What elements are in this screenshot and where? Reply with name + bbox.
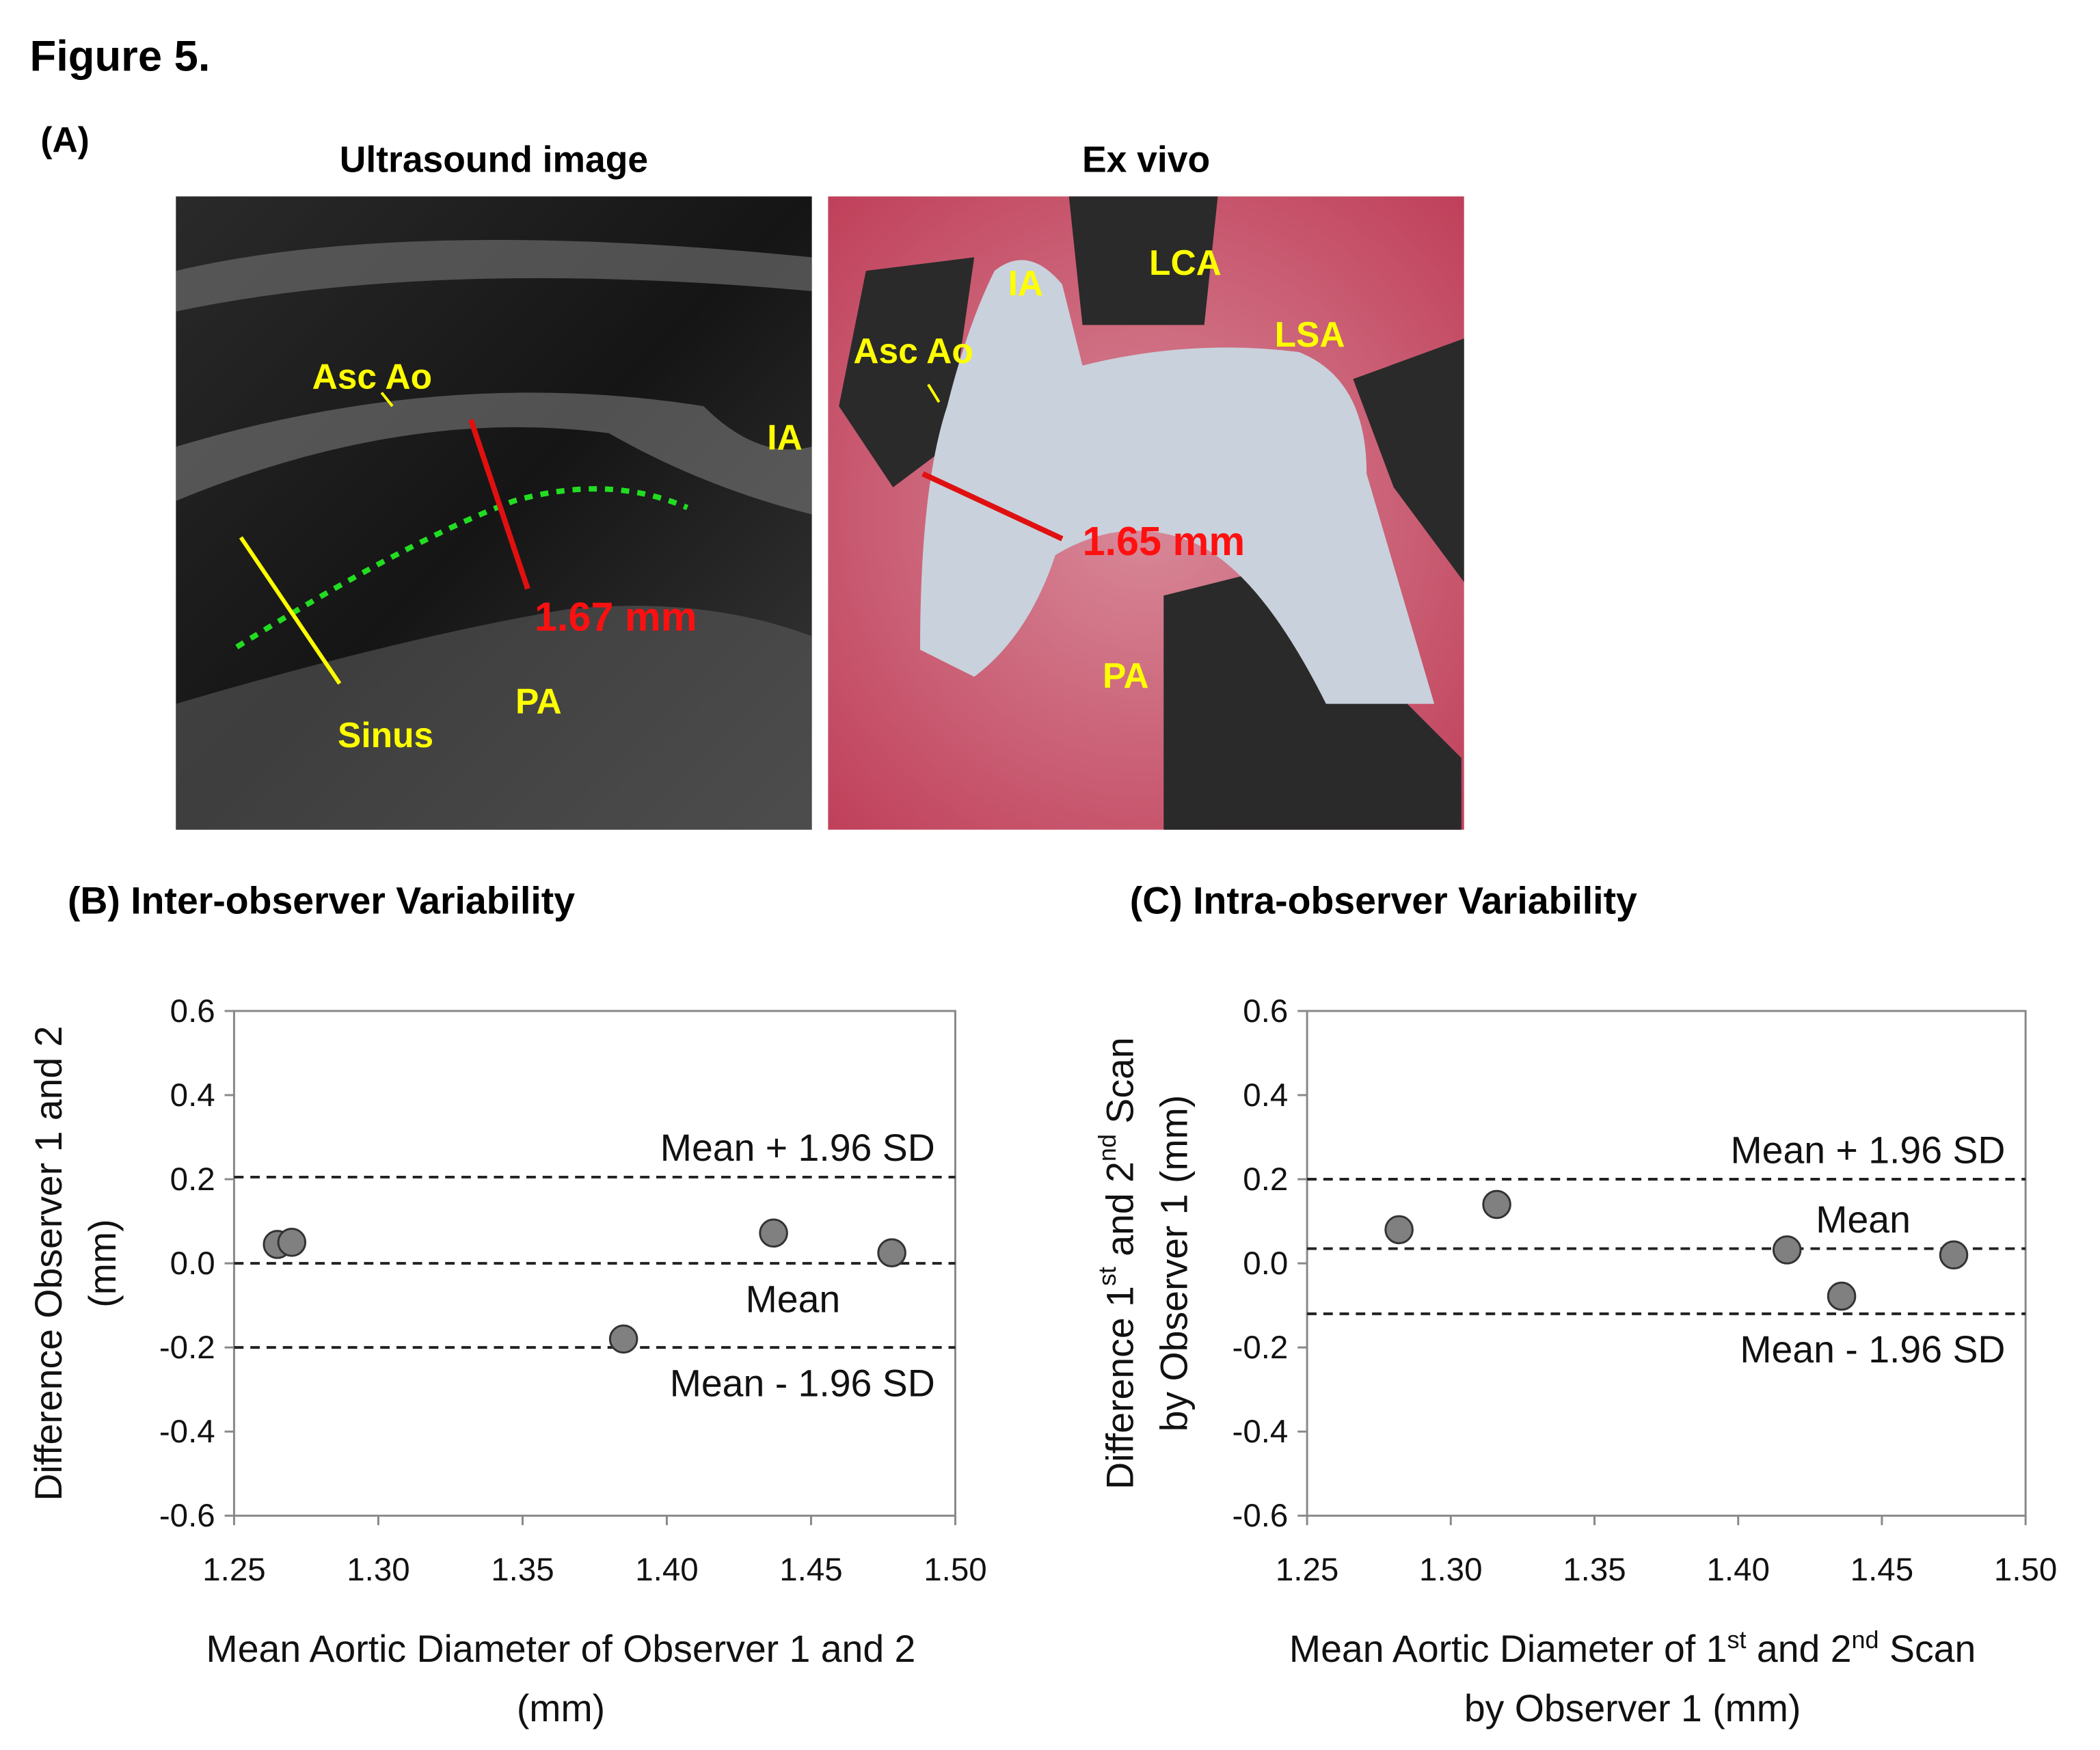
data-point — [759, 1218, 788, 1248]
y-axis-title: Difference Observer 1 and 2 — [27, 1026, 70, 1501]
image-label: Asc Ao — [312, 356, 432, 396]
image-label: PA — [515, 681, 562, 721]
x-tick-label: 1.40 — [1706, 1552, 1769, 1588]
reference-label: Mean — [746, 1278, 841, 1320]
data-point — [1939, 1240, 1969, 1270]
y-tick-label: 0.6 — [170, 993, 215, 1029]
y-tick-label: -0.6 — [1233, 1498, 1289, 1534]
y-tick-label: 0.4 — [1243, 1077, 1288, 1114]
panel-label: (A) — [40, 120, 89, 159]
x-axis-title: Mean Aortic Diameter of Observer 1 and 2 — [206, 1628, 916, 1670]
chart-title: (C) Intra-observer Variability — [1130, 879, 1637, 921]
x-tick-label: 1.35 — [491, 1552, 554, 1588]
y-tick-label: -0.4 — [1233, 1414, 1289, 1450]
image-label: LSA — [1275, 314, 1345, 354]
data-point — [608, 1324, 638, 1354]
data-point — [1772, 1235, 1802, 1265]
reference-label: Mean — [1816, 1198, 1911, 1241]
image-label: Sinus — [338, 715, 433, 755]
x-axis-title: by Observer 1 (mm) — [1464, 1687, 1801, 1729]
image-label: Asc Ao — [853, 331, 973, 371]
plot-frame — [1306, 1010, 2027, 1517]
x-axis-title: Mean Aortic Diameter of 1st and 2nd Scan — [1289, 1626, 1976, 1670]
x-tick-label: 1.45 — [779, 1552, 842, 1588]
x-tick-label: 1.30 — [1419, 1552, 1482, 1588]
reference-label: Mean - 1.96 SD — [1740, 1328, 2005, 1371]
data-point — [277, 1228, 307, 1257]
y-axis-title: by Observer 1 (mm) — [1153, 1095, 1196, 1432]
reference-label: Mean + 1.96 SD — [1730, 1129, 2005, 1171]
y-tick-label: 0.6 — [1243, 993, 1288, 1029]
measurement-label: 1.67 mm — [535, 594, 697, 640]
y-axis-title: Difference 1st and 2nd Scan — [1093, 1037, 1142, 1490]
y-tick-label: -0.2 — [159, 1330, 215, 1366]
image-label: IA — [1008, 263, 1043, 303]
reference-label: Mean - 1.96 SD — [670, 1362, 935, 1404]
y-tick-label: 0.2 — [170, 1161, 215, 1198]
y-tick-label: -0.4 — [159, 1414, 215, 1450]
ex-vivo-image — [828, 196, 1464, 830]
x-tick-label: 1.40 — [635, 1552, 698, 1588]
data-point — [1384, 1215, 1414, 1245]
y-tick-label: 0.4 — [170, 1077, 215, 1114]
x-tick-label: 1.50 — [924, 1552, 986, 1588]
reference-label: Mean + 1.96 SD — [660, 1127, 935, 1169]
x-axis-title: (mm) — [517, 1687, 605, 1729]
y-tick-label: -0.6 — [159, 1498, 215, 1534]
x-tick-label: 1.50 — [1994, 1552, 2057, 1588]
image-title: Ex vivo — [1082, 140, 1210, 180]
figure-title: Figure 5. — [30, 32, 211, 80]
measurement-label: 1.65 mm — [1083, 518, 1246, 564]
x-tick-label: 1.25 — [202, 1552, 265, 1588]
data-point — [877, 1238, 906, 1267]
y-tick-label: 0.0 — [170, 1246, 215, 1282]
x-tick-label: 1.30 — [347, 1552, 409, 1588]
x-tick-label: 1.25 — [1276, 1552, 1338, 1588]
image-label: LCA — [1149, 243, 1222, 282]
y-tick-label: -0.2 — [1233, 1330, 1289, 1366]
y-tick-label: 0.2 — [1243, 1161, 1288, 1198]
y-axis-title: (mm) — [81, 1219, 124, 1307]
image-label: IA — [767, 417, 802, 457]
x-tick-label: 1.35 — [1563, 1552, 1626, 1588]
data-point — [1482, 1189, 1511, 1220]
chart-title: (B) Inter-observer Variability — [68, 879, 575, 921]
y-tick-label: 0.0 — [1243, 1246, 1288, 1282]
x-tick-label: 1.45 — [1850, 1552, 1913, 1588]
image-label: PA — [1103, 656, 1149, 695]
ultrasound-image — [176, 196, 812, 830]
data-point — [1827, 1281, 1857, 1311]
image-title: Ultrasound image — [340, 140, 648, 180]
